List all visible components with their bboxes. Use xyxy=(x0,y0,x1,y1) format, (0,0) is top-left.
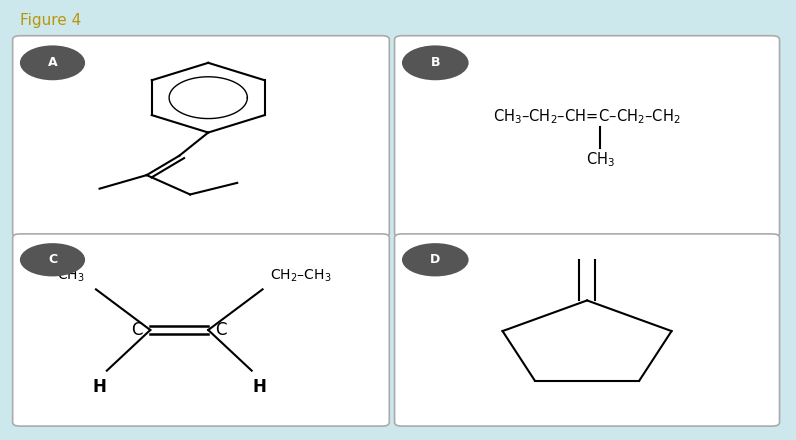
Text: CH$_2$–CH$_3$: CH$_2$–CH$_3$ xyxy=(270,268,331,284)
Text: CH$_3$: CH$_3$ xyxy=(586,150,615,169)
Circle shape xyxy=(402,45,469,80)
Circle shape xyxy=(20,45,85,80)
Circle shape xyxy=(20,243,85,276)
Text: A: A xyxy=(48,56,57,70)
FancyBboxPatch shape xyxy=(395,234,779,426)
Text: B: B xyxy=(431,56,440,70)
Text: C: C xyxy=(216,321,227,339)
Text: H: H xyxy=(92,378,107,396)
FancyBboxPatch shape xyxy=(13,36,389,237)
FancyBboxPatch shape xyxy=(395,36,779,237)
Text: C: C xyxy=(48,253,57,266)
Text: Figure 4: Figure 4 xyxy=(20,13,81,28)
FancyBboxPatch shape xyxy=(13,234,389,426)
Circle shape xyxy=(402,243,469,276)
Text: H: H xyxy=(252,378,266,396)
Text: CH$_3$–CH$_2$–CH$\!=\!$C–CH$_2$–CH$_2$: CH$_3$–CH$_2$–CH$\!=\!$C–CH$_2$–CH$_2$ xyxy=(494,108,681,126)
Text: D: D xyxy=(430,253,440,266)
Text: CH$_3$: CH$_3$ xyxy=(57,268,85,284)
Text: C: C xyxy=(131,321,143,339)
